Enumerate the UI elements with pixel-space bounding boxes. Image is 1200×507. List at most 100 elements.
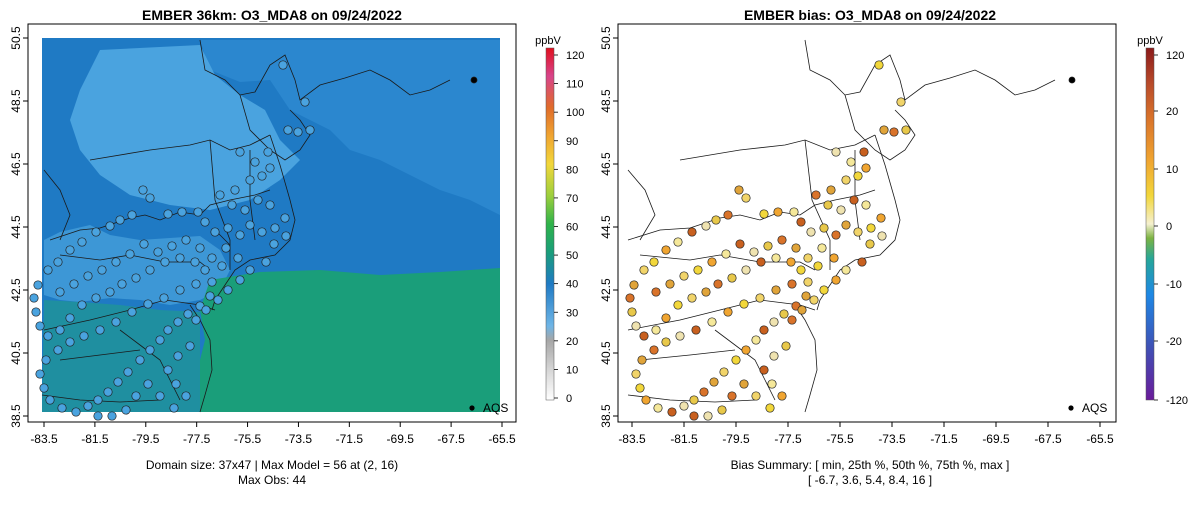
monitor-site — [83, 401, 93, 411]
monitor-site — [841, 265, 851, 275]
monitor-site — [253, 195, 263, 205]
monitor-site — [759, 365, 769, 375]
monitor-site — [787, 315, 797, 325]
monitor-site — [829, 253, 839, 263]
monitor-site — [787, 279, 797, 289]
monitor-site — [175, 253, 185, 263]
monitor-site — [781, 341, 791, 351]
monitor-site — [801, 291, 811, 301]
left-colorbar-unit: ppbV — [535, 35, 561, 47]
monitor-site — [703, 411, 713, 421]
colorbar-label: -10 — [1166, 279, 1182, 291]
monitor-site — [55, 287, 65, 297]
x-tick-label: -69.5 — [387, 432, 415, 446]
monitor-site — [139, 239, 149, 249]
y-tick-label: 44.5 — [9, 215, 23, 239]
x-tick-label: -69.5 — [982, 432, 1010, 446]
monitor-site — [39, 383, 49, 393]
colorbar-label: 120 — [566, 50, 584, 62]
monitor-site — [281, 231, 291, 241]
monitor-site — [53, 345, 63, 355]
monitor-site — [65, 337, 75, 347]
colorbar-label: 20 — [1166, 106, 1178, 118]
monitor-site — [223, 285, 233, 295]
monitor-site — [673, 237, 683, 247]
monitor-site — [819, 285, 829, 295]
monitor-site — [200, 265, 210, 275]
monitor-site — [874, 60, 884, 70]
monitor-site — [55, 325, 65, 335]
y-tick-label: 42.5 — [599, 278, 613, 302]
monitor-site — [717, 405, 727, 415]
monitor-site — [191, 279, 201, 289]
monitor-site — [233, 253, 243, 263]
monitor-site — [227, 200, 237, 210]
x-tick-label: -83.5 — [30, 432, 58, 446]
monitor-site — [145, 345, 155, 355]
monitor-site — [163, 209, 173, 219]
monitor-site — [160, 257, 170, 267]
left-x-axis: -83.5 -81.5 -79.5 -77.5 -75.5 -73.5 -71.5 -69.5… — [30, 422, 516, 446]
monitor-site — [639, 331, 649, 341]
monitor-site — [33, 280, 43, 290]
left-panel: EMBER 36km: O3_MDA8 on 09/24/2022 — [9, 7, 584, 487]
monitor-site — [245, 175, 255, 185]
monitor-site — [57, 403, 67, 413]
monitor-site — [138, 185, 148, 195]
monitor-site — [200, 217, 210, 227]
monitor-site — [105, 287, 115, 297]
x-tick-label: -65.5 — [488, 432, 516, 446]
right-panel: EMBER bias: O3_MDA8 on 09/24/2022 — [599, 7, 1188, 487]
monitor-site — [171, 379, 181, 389]
monitor-site — [261, 257, 271, 267]
monitor-site — [163, 365, 173, 375]
x-tick-label: -67.5 — [437, 432, 465, 446]
left-map — [29, 38, 500, 421]
monitor-site — [263, 147, 273, 157]
monitor-site — [819, 223, 829, 233]
monitor-site — [711, 215, 721, 225]
monitor-site — [270, 223, 280, 233]
model-field-light — [70, 45, 300, 210]
monitor-site — [769, 351, 779, 361]
monitor-site — [853, 171, 863, 181]
monitor-site — [627, 307, 637, 317]
colorbar-label: 120 — [1166, 50, 1184, 62]
monitor-site — [865, 239, 875, 249]
monitor-site — [97, 265, 107, 275]
monitor-site — [235, 275, 245, 285]
monitor-site — [155, 335, 165, 345]
monitor-site — [803, 253, 813, 263]
colorbar-label: 0 — [566, 393, 572, 405]
monitor-site — [719, 367, 729, 377]
right-map-background — [618, 24, 1116, 422]
x-tick-label: -83.5 — [618, 432, 646, 446]
y-tick-label: 46.5 — [599, 152, 613, 176]
monitor-site — [91, 227, 101, 237]
colorbar-label: 80 — [566, 164, 578, 176]
monitor-site — [809, 295, 819, 305]
left-title: EMBER 36km: O3_MDA8 on 09/24/2022 — [142, 7, 402, 23]
monitor-site — [709, 377, 719, 387]
x-tick-label: -77.5 — [183, 432, 211, 446]
monitor-site — [35, 369, 45, 379]
monitor-site — [813, 261, 823, 271]
monitor-site — [153, 247, 163, 257]
y-tick-label: 40.5 — [9, 341, 23, 365]
monitor-site — [759, 325, 769, 335]
monitor-site — [649, 345, 659, 355]
right-colorbar — [1145, 47, 1155, 401]
monitor-site — [877, 231, 887, 241]
monitor-site — [739, 379, 749, 389]
monitor-site — [205, 291, 215, 301]
right-legend-marker — [1068, 405, 1074, 411]
monitor-site — [777, 235, 787, 245]
right-title: EMBER bias: O3_MDA8 on 09/24/2022 — [744, 7, 996, 23]
monitor-site — [721, 249, 731, 259]
monitor-site — [651, 325, 661, 335]
monitor-site — [734, 185, 744, 195]
monitor-site — [767, 379, 777, 389]
monitor-site — [265, 200, 275, 210]
model-field-teal — [42, 300, 200, 412]
monitor-site — [739, 299, 749, 309]
